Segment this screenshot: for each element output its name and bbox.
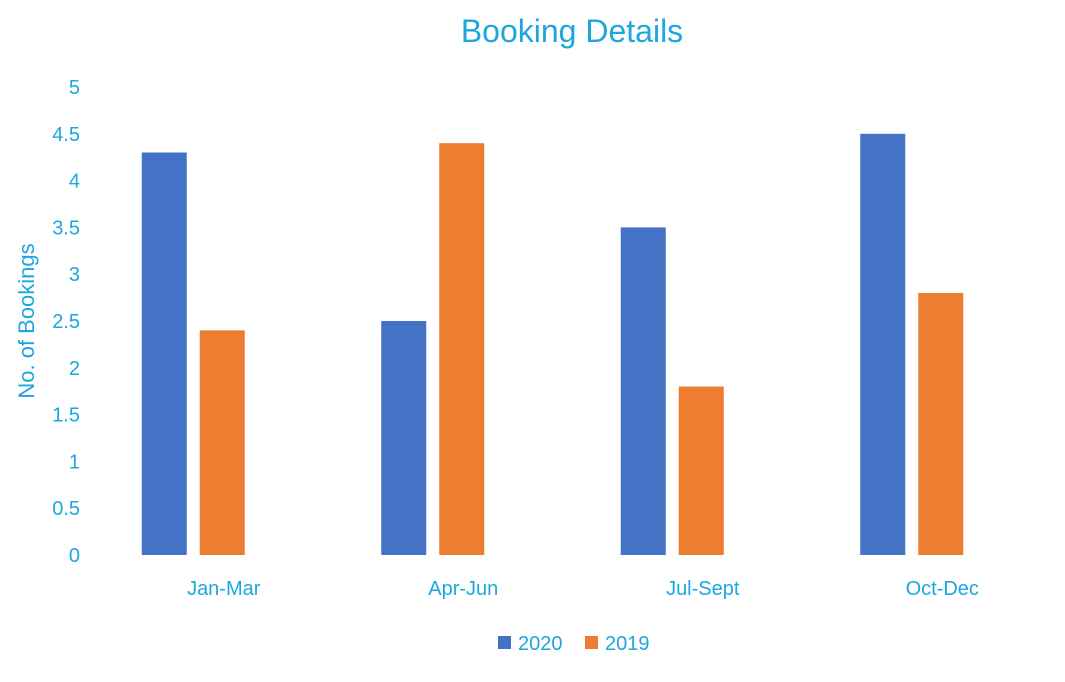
- bar-2019-apr-jun: [439, 143, 485, 555]
- y-tick-label: 1: [69, 451, 80, 473]
- y-tick-label: 2: [69, 358, 80, 380]
- y-tick-label: 4.5: [52, 124, 80, 146]
- legend-label: 2020: [518, 633, 563, 655]
- y-axis-label: No. of Bookings: [14, 243, 39, 398]
- bar-2020-jan-mar: [141, 152, 187, 555]
- y-tick-label: 5: [69, 77, 80, 99]
- y-tick-label: 0.5: [52, 498, 80, 520]
- bar-2020-jul-sept: [620, 227, 666, 555]
- y-tick-label: 3: [69, 264, 80, 286]
- legend-swatch-2020: [498, 636, 511, 649]
- y-tick-label: 2.5: [52, 311, 80, 333]
- x-tick-label: Apr-Jun: [428, 578, 498, 600]
- legend-swatch-2019: [585, 636, 598, 649]
- chart-title: Booking Details: [461, 13, 683, 49]
- y-tick-label: 0: [69, 545, 80, 567]
- x-axis-ticks: Jan-Mar Apr-Jun Jul-Sept Oct-Dec: [187, 578, 979, 600]
- y-tick-label: 4: [69, 171, 80, 193]
- x-tick-label: Oct-Dec: [906, 578, 979, 600]
- bar-2020-apr-jun: [381, 321, 427, 555]
- legend: 2020 2019: [498, 633, 650, 655]
- x-tick-label: Jan-Mar: [187, 578, 261, 600]
- x-tick-label: Jul-Sept: [666, 578, 740, 600]
- bars-group: [141, 133, 964, 556]
- bar-2020-oct-dec: [860, 133, 906, 556]
- bar-2019-oct-dec: [918, 292, 964, 555]
- y-tick-label: 3.5: [52, 217, 80, 239]
- y-axis-ticks: 0 0.5 1 1.5 2 2.5 3 3.5 4 4.5 5: [52, 77, 80, 567]
- bar-2019-jul-sept: [678, 386, 724, 555]
- legend-label: 2019: [605, 633, 650, 655]
- y-tick-label: 1.5: [52, 405, 80, 427]
- bar-2019-jan-mar: [199, 330, 245, 555]
